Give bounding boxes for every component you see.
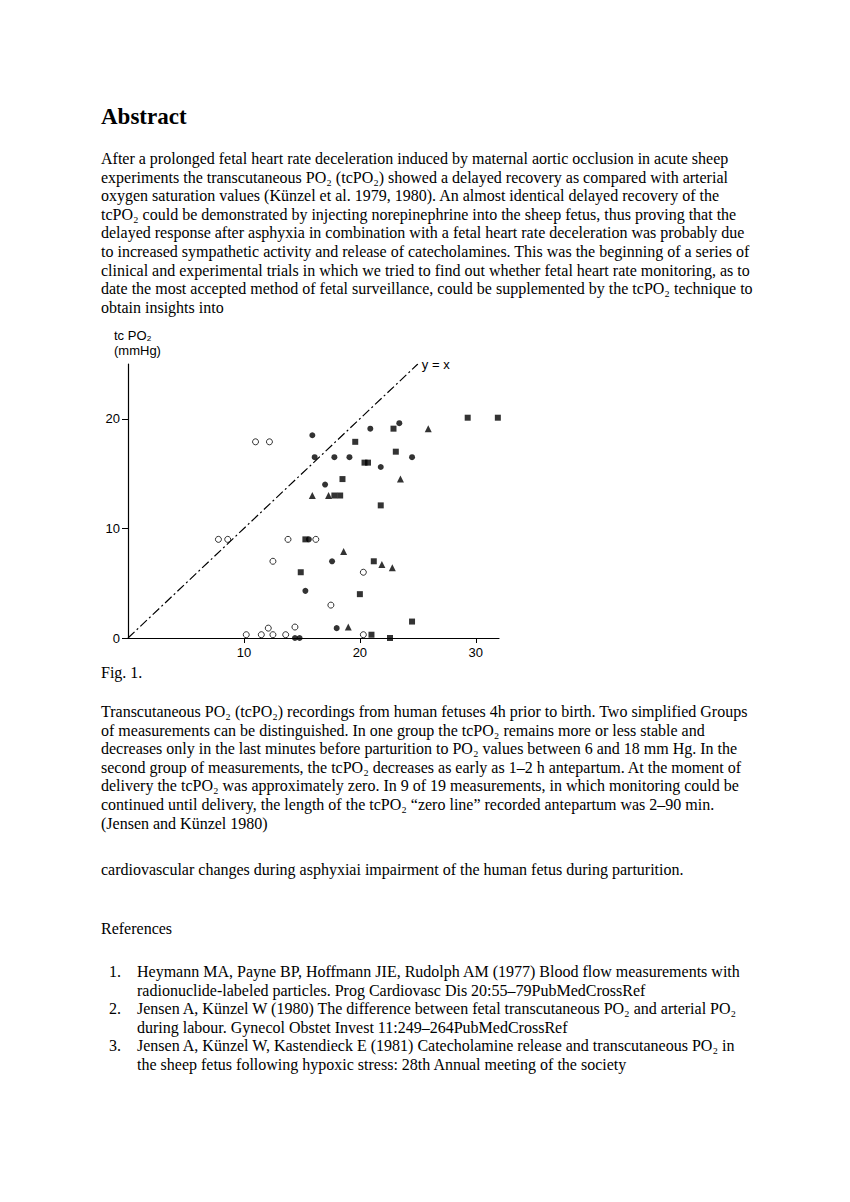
html-text:Jensen A, Künzel W (1980) The: Jensen A, Künzel W (1980) The difference… — [137, 1000, 737, 1036]
svg-text:20: 20 — [353, 645, 367, 660]
html-text:Abstract: Abstract — [101, 104, 187, 129]
svg-text:(mmHg): (mmHg) — [114, 343, 161, 358]
html-text:Heymann MA, Payne BP, Hoffmann: Heymann MA, Payne BP, Hoffmann JIE, Rudo… — [137, 963, 740, 999]
svg-text:20: 20 — [106, 411, 120, 426]
html-text:Transcutaneous PO₂ (tcPO₂) rec: Transcutaneous PO₂ (tcPO₂) recordings fr… — [101, 703, 748, 832]
svg-text:y = x: y = x — [422, 357, 450, 372]
html-text:3.: 3. — [109, 1037, 121, 1055]
svg-text:30: 30 — [469, 645, 483, 660]
html-text:After a prolonged fetal heart: After a prolonged fetal heart rate decel… — [101, 150, 753, 316]
html-text:2.: 2. — [109, 1000, 121, 1018]
svg-text:10: 10 — [237, 645, 251, 660]
html-text:References: References — [101, 920, 173, 937]
html-text:Fig. 1.: Fig. 1. — [101, 664, 143, 681]
svg-text:tc PO₂: tc PO₂ — [114, 328, 152, 343]
html-text:cardiovascular changes during: cardiovascular changes during asphyxiai … — [101, 861, 684, 878]
svg-text:0: 0 — [113, 631, 120, 646]
svg-text:10: 10 — [106, 521, 120, 536]
html-text:Jensen A, Künzel W, Kastendiec: Jensen A, Künzel W, Kastendieck E (1981)… — [137, 1037, 735, 1073]
html-text:1.: 1. — [109, 963, 121, 980]
